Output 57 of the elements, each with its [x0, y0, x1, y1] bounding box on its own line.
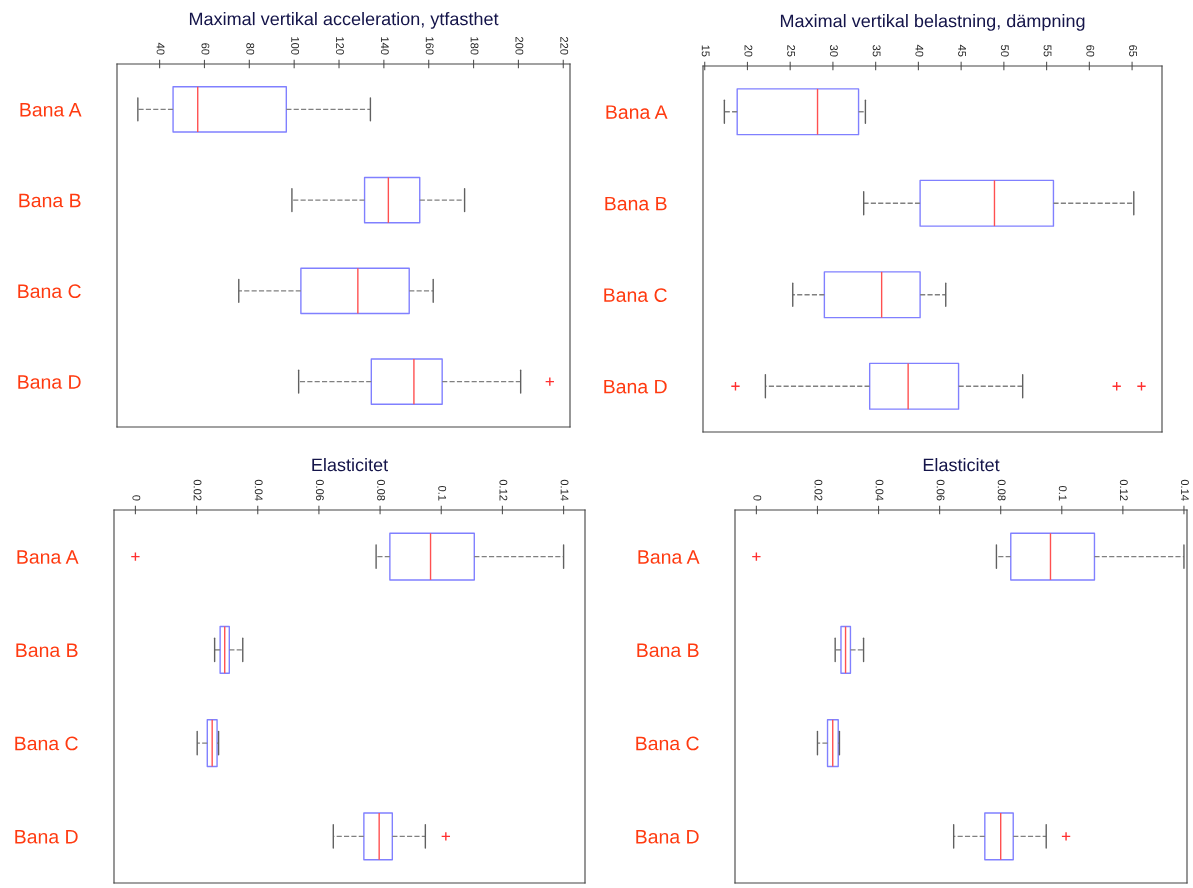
- x-tick-label: 80: [246, 43, 255, 55]
- x-tick-label: 60: [201, 43, 210, 55]
- x-tick-label: 0.04: [254, 479, 263, 501]
- category-label: Bana A: [17, 550, 79, 564]
- x-tick-label: 20: [744, 45, 753, 57]
- x-tick-label: 0: [132, 495, 141, 501]
- x-tick-label: 0.04: [875, 479, 884, 501]
- x-tick-label: 0.06: [936, 479, 945, 501]
- x-tick-label: 100: [291, 37, 300, 55]
- x-tick-label: 15: [701, 45, 710, 57]
- category-label: Bana B: [605, 196, 667, 211]
- x-tick-label: 0.06: [315, 479, 324, 501]
- x-tick-label: 25: [787, 45, 796, 57]
- x-tick-label: 220: [560, 36, 569, 55]
- chart-title: Maximal vertikal belastning, dämpning: [780, 14, 1085, 31]
- category-label: Bana C: [18, 284, 81, 299]
- category-label: Bana A: [638, 550, 700, 564]
- chart-title: Maximal vertikal acceleration, ytfasthet: [189, 12, 499, 29]
- category-label: Bana A: [20, 103, 82, 117]
- category-label: Bana B: [19, 193, 81, 208]
- category-label: Bana A: [606, 105, 668, 119]
- x-tick-label: 0.1: [438, 485, 447, 501]
- chart-title: Elasticitet: [923, 458, 1000, 472]
- x-tick-label: 140: [380, 37, 389, 55]
- x-tick-label: 45: [958, 44, 966, 57]
- x-tick-label: 120: [336, 37, 344, 55]
- chart-title: Elasticitet: [312, 458, 388, 472]
- x-tick-label: 0.14: [560, 479, 569, 501]
- x-tick-label: 0.14: [1180, 479, 1189, 501]
- x-tick-label: 30: [829, 45, 838, 57]
- x-tick-label: 55: [1043, 45, 1052, 57]
- x-tick-label: 180: [470, 37, 479, 55]
- x-tick-label: 0.12: [499, 479, 508, 501]
- x-tick-label: 200: [515, 36, 524, 55]
- x-tick-label: 60: [1086, 45, 1095, 57]
- x-tick-label: 35: [872, 45, 881, 57]
- category-label: Bana B: [637, 643, 699, 658]
- x-tick-label: 0.08: [377, 479, 385, 501]
- category-label: Bana D: [18, 375, 81, 389]
- category-label: Bana D: [15, 830, 78, 844]
- x-tick-label: 65: [1129, 45, 1137, 57]
- x-tick-label: 0.12: [1119, 479, 1128, 501]
- category-label: Bana C: [636, 736, 699, 751]
- x-tick-label: 0.1: [1058, 485, 1067, 501]
- x-tick-label: 0: [753, 495, 762, 501]
- category-label: Bana B: [16, 643, 78, 658]
- x-tick-label: 0.02: [193, 479, 202, 501]
- category-label: Bana C: [604, 288, 667, 302]
- x-tick-label: 160: [425, 37, 434, 55]
- x-tick-label: 40: [915, 44, 924, 57]
- category-label: Bana D: [604, 379, 667, 394]
- x-tick-label: 0.08: [997, 479, 1006, 501]
- x-tick-label: 40: [156, 42, 165, 55]
- x-tick-label: 50: [1000, 45, 1009, 57]
- category-label: Bana C: [15, 736, 78, 751]
- category-label: Bana D: [636, 830, 699, 844]
- x-tick-label: 0.02: [814, 479, 823, 501]
